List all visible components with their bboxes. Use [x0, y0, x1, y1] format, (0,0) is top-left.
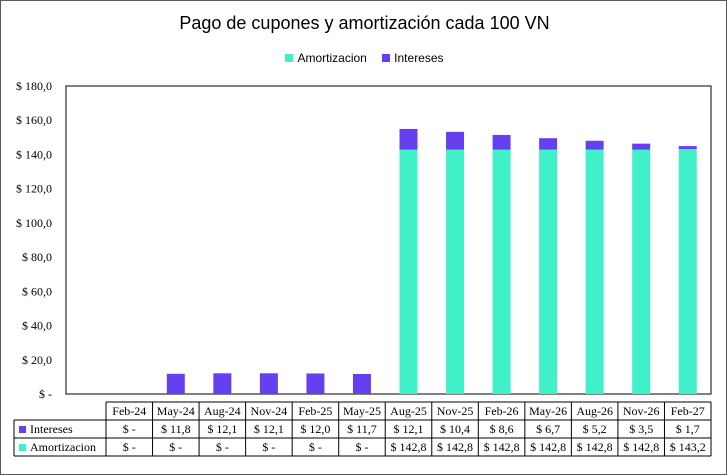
table-value: $ 11,8 — [161, 422, 191, 436]
table-value: $ 10,4 — [440, 422, 470, 436]
bar-amortizacion — [632, 149, 651, 394]
legend-item-intereses: Intereses — [382, 51, 444, 65]
x-category-label: Feb-25 — [298, 404, 332, 418]
bar-intereses — [399, 128, 418, 150]
table-value: $ 6,7 — [536, 422, 560, 436]
table-value: $ - — [169, 440, 182, 454]
legend-swatch-intereses — [382, 54, 391, 62]
table-value: $ 5,2 — [583, 422, 607, 436]
table-value: $ 142,8 — [484, 440, 520, 454]
x-category-label: May-26 — [529, 404, 567, 418]
x-category-label: Aug-24 — [204, 404, 241, 418]
y-tick-label: $ 140,0 — [16, 147, 52, 161]
bar-intereses — [259, 373, 278, 394]
bar-intereses — [446, 131, 465, 150]
bar-intereses — [166, 373, 185, 394]
x-category-label: May-24 — [157, 404, 195, 418]
bar-amortizacion — [539, 149, 558, 394]
y-tick-label: $ 120,0 — [16, 182, 52, 196]
table-value: $ - — [262, 440, 275, 454]
bar-amortizacion — [678, 148, 697, 394]
table-value: $ 142,8 — [530, 440, 566, 454]
y-tick-label: $ 80,0 — [22, 250, 52, 264]
table-value: $ 12,1 — [207, 422, 237, 436]
x-category-label: Nov-26 — [623, 404, 660, 418]
bar-intereses — [678, 146, 697, 149]
table-value: $ 12,0 — [300, 422, 330, 436]
legend-swatch-amortizacion — [285, 54, 294, 62]
table-value: $ 142,8 — [437, 440, 473, 454]
bar-amortizacion — [399, 149, 418, 394]
table-value: $ - — [355, 440, 368, 454]
table-value: $ - — [123, 422, 136, 436]
table-value: $ 8,6 — [490, 422, 514, 436]
x-category-label: Feb-27 — [671, 404, 705, 418]
x-category-label: May-25 — [343, 404, 381, 418]
legend-item-amortizacion: Amortizacion — [285, 51, 367, 65]
table-value: $ 11,7 — [347, 422, 377, 436]
bar-amortizacion — [585, 149, 604, 394]
table-value: $ 1,7 — [676, 422, 700, 436]
table-value: $ - — [309, 440, 322, 454]
legend-label-intereses: Intereses — [394, 51, 444, 65]
table-value: $ - — [216, 440, 229, 454]
bar-intereses — [352, 373, 371, 394]
x-category-label: Aug-25 — [390, 404, 427, 418]
y-tick-label: $ 180,0 — [16, 79, 52, 93]
table-value: $ 143,2 — [670, 440, 706, 454]
x-category-label: Feb-26 — [485, 404, 519, 418]
bar-intereses — [585, 140, 604, 150]
y-tick-label: $ - — [39, 387, 52, 401]
bar-intereses — [213, 373, 232, 394]
chart-title: Pago de cupones y amortización cada 100 … — [179, 13, 550, 33]
chart-legend: Amortizacion Intereses — [1, 51, 727, 65]
table-value: $ 12,1 — [394, 422, 424, 436]
x-category-label: Aug-26 — [576, 404, 613, 418]
x-category-label: Nov-24 — [251, 404, 288, 418]
bar-amortizacion — [492, 149, 511, 394]
table-row-label: Intereses — [30, 422, 73, 436]
table-value: $ 3,5 — [629, 422, 653, 436]
bar-intereses — [492, 134, 511, 150]
bar-intereses — [632, 143, 651, 150]
y-tick-label: $ 20,0 — [22, 353, 52, 367]
table-value: $ 142,8 — [391, 440, 427, 454]
x-category-label: Nov-25 — [437, 404, 474, 418]
table-value: $ 12,1 — [254, 422, 284, 436]
bar-amortizacion — [446, 149, 465, 394]
table-legend-key — [19, 426, 26, 433]
y-tick-label: $ 160,0 — [16, 113, 52, 127]
table-row-label: Amortizacion — [30, 440, 96, 454]
x-category-label: Feb-24 — [112, 404, 146, 418]
table-value: $ - — [123, 440, 136, 454]
y-tick-label: $ 40,0 — [22, 319, 52, 333]
table-legend-key — [19, 444, 26, 451]
legend-label-amortizacion: Amortizacion — [297, 51, 367, 65]
y-tick-label: $ 100,0 — [16, 216, 52, 230]
table-value: $ 142,8 — [577, 440, 613, 454]
bar-intereses — [539, 138, 558, 150]
bar-intereses — [306, 373, 325, 394]
y-tick-label: $ 60,0 — [22, 284, 52, 298]
plot-area — [65, 85, 712, 395]
table-value: $ 142,8 — [623, 440, 659, 454]
